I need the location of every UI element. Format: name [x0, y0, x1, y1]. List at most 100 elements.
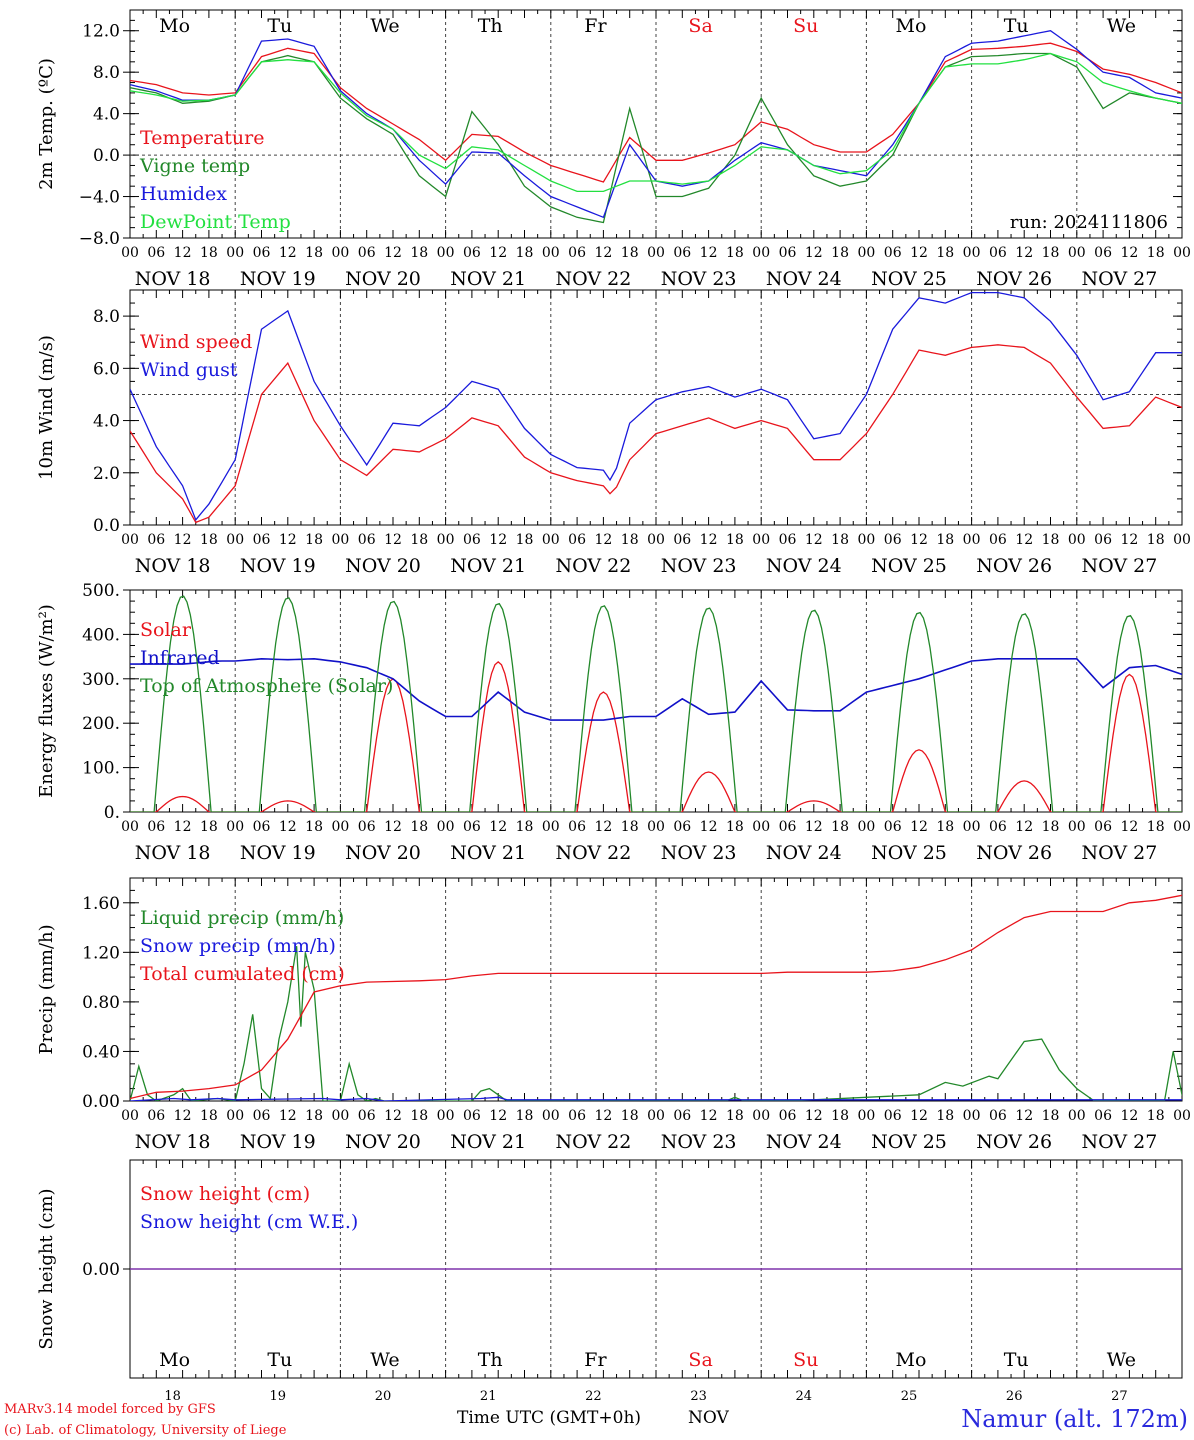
hour-label: 18 — [516, 532, 534, 548]
legend-entry: Temperature — [140, 127, 264, 149]
hour-label: 12 — [384, 819, 402, 835]
hour-label: 06 — [463, 532, 481, 548]
day-number-label: 25 — [901, 1389, 918, 1404]
hour-label: 18 — [621, 532, 639, 548]
hour-label: 06 — [673, 819, 691, 835]
hour-label: 12 — [384, 1108, 402, 1124]
legend-entry: Humidex — [140, 183, 227, 205]
hour-label: 18 — [516, 819, 534, 835]
hour-label: 18 — [936, 819, 954, 835]
day-number-label: 26 — [1006, 1389, 1023, 1404]
y-tick-label: 500. — [82, 581, 120, 601]
hour-label: 06 — [1094, 532, 1112, 548]
hour-label: 00 — [1173, 1108, 1191, 1124]
legend-entry: Liquid precip (mm/h) — [140, 907, 344, 929]
hour-label: 00 — [437, 819, 455, 835]
hour-label: 18 — [621, 819, 639, 835]
hour-label: 18 — [305, 1108, 323, 1124]
hour-label: 06 — [1094, 819, 1112, 835]
series-line-infrared — [130, 657, 1182, 721]
y-tick-label: 400. — [82, 625, 120, 645]
hour-label: 06 — [253, 1108, 271, 1124]
date-label: NOV 24 — [766, 268, 842, 290]
weekday-label: Tu — [1004, 15, 1029, 37]
hour-label: 00 — [857, 819, 875, 835]
legend-entry: Snow precip (mm/h) — [140, 935, 336, 957]
hour-label: 12 — [594, 532, 612, 548]
date-label: NOV 27 — [1081, 268, 1157, 290]
day-number-label: 18 — [164, 1389, 181, 1404]
hour-label: 06 — [358, 819, 376, 835]
hour-label: 06 — [568, 1108, 586, 1124]
date-label: NOV 22 — [555, 842, 631, 864]
hour-label: 00 — [437, 245, 455, 261]
y-tick-label: 0.40 — [82, 1042, 120, 1062]
hour-label: 06 — [463, 819, 481, 835]
hour-label: 06 — [253, 532, 271, 548]
series-line-wind-gust — [130, 291, 1182, 522]
hour-label: 00 — [752, 819, 770, 835]
hour-label: 18 — [200, 245, 218, 261]
copyright-credit: (c) Lab. of Climatology, University of L… — [4, 1423, 287, 1438]
hour-label: 18 — [410, 819, 428, 835]
panel-wind: 0.0 2.0 4.0 6.0 8.0 10m Wind (m/s) Wind speed W… — [36, 289, 1191, 577]
hour-label: 12 — [700, 819, 718, 835]
weekday-label: Sa — [688, 1349, 712, 1371]
hour-label: 00 — [752, 532, 770, 548]
hour-label: 00 — [121, 532, 139, 548]
hour-label: 18 — [936, 245, 954, 261]
hour-label: 00 — [1068, 1108, 1086, 1124]
date-label: NOV 25 — [871, 268, 947, 290]
hour-label: 00 — [1173, 819, 1191, 835]
weekday-label: Su — [793, 15, 818, 37]
date-label: NOV 21 — [450, 268, 526, 290]
hour-label: 18 — [621, 1108, 639, 1124]
hour-label: 06 — [147, 245, 165, 261]
hour-label: 12 — [700, 532, 718, 548]
weekday-label: Th — [478, 1349, 503, 1371]
hour-label: 06 — [989, 532, 1007, 548]
hour-label: 18 — [831, 1108, 849, 1124]
hour-label: 18 — [831, 245, 849, 261]
weekday-label: Fr — [584, 1349, 607, 1371]
legend-entry: Snow height (cm W.E.) — [140, 1211, 358, 1233]
date-label: NOV 18 — [135, 1131, 211, 1153]
day-number-label: 19 — [270, 1389, 287, 1404]
date-label: NOV 18 — [135, 268, 211, 290]
date-label: NOV 20 — [345, 268, 421, 290]
weekday-label: Su — [793, 1349, 818, 1371]
series-line-wind-speed — [130, 344, 1182, 524]
series-line-top-of-atmosphere-solar- — [130, 595, 1182, 812]
date-label: NOV 24 — [766, 1131, 842, 1153]
date-label: NOV 23 — [661, 842, 737, 864]
hour-label: 00 — [121, 1108, 139, 1124]
weekday-label: Mo — [159, 15, 190, 37]
hour-label: 18 — [831, 819, 849, 835]
hour-label: 00 — [963, 819, 981, 835]
hour-label: 06 — [463, 245, 481, 261]
hour-label: 18 — [1042, 819, 1060, 835]
y-tick-label: 300. — [82, 670, 120, 690]
series-line-dewpoint-temp — [130, 52, 1182, 193]
panel-snow: 0.00 Snow height (cm) Snow height (cm) Snow… — [36, 1159, 1183, 1404]
y-axis-label: 10m Wind (m/s) — [36, 335, 57, 480]
hour-label: 00 — [752, 1108, 770, 1124]
hour-label: 00 — [1173, 245, 1191, 261]
date-label: NOV 27 — [1081, 842, 1157, 864]
weekday-label: Tu — [267, 15, 292, 37]
hour-label: 18 — [1042, 532, 1060, 548]
hour-label: 00 — [331, 1108, 349, 1124]
date-label: NOV 27 — [1081, 555, 1157, 577]
hour-label: 00 — [963, 245, 981, 261]
hour-label: 12 — [1015, 245, 1033, 261]
hour-label: 12 — [805, 245, 823, 261]
run-note: run: 2024111806 — [1010, 212, 1168, 233]
weekday-label: Mo — [896, 15, 927, 37]
hour-label: 06 — [147, 1108, 165, 1124]
hour-label: 18 — [410, 1108, 428, 1124]
date-label: NOV 22 — [555, 268, 631, 290]
legend-entry: Total cumulated (cm) — [140, 963, 345, 985]
hour-label: 12 — [279, 1108, 297, 1124]
hour-label: 00 — [331, 245, 349, 261]
series-line-solar — [130, 661, 1182, 812]
